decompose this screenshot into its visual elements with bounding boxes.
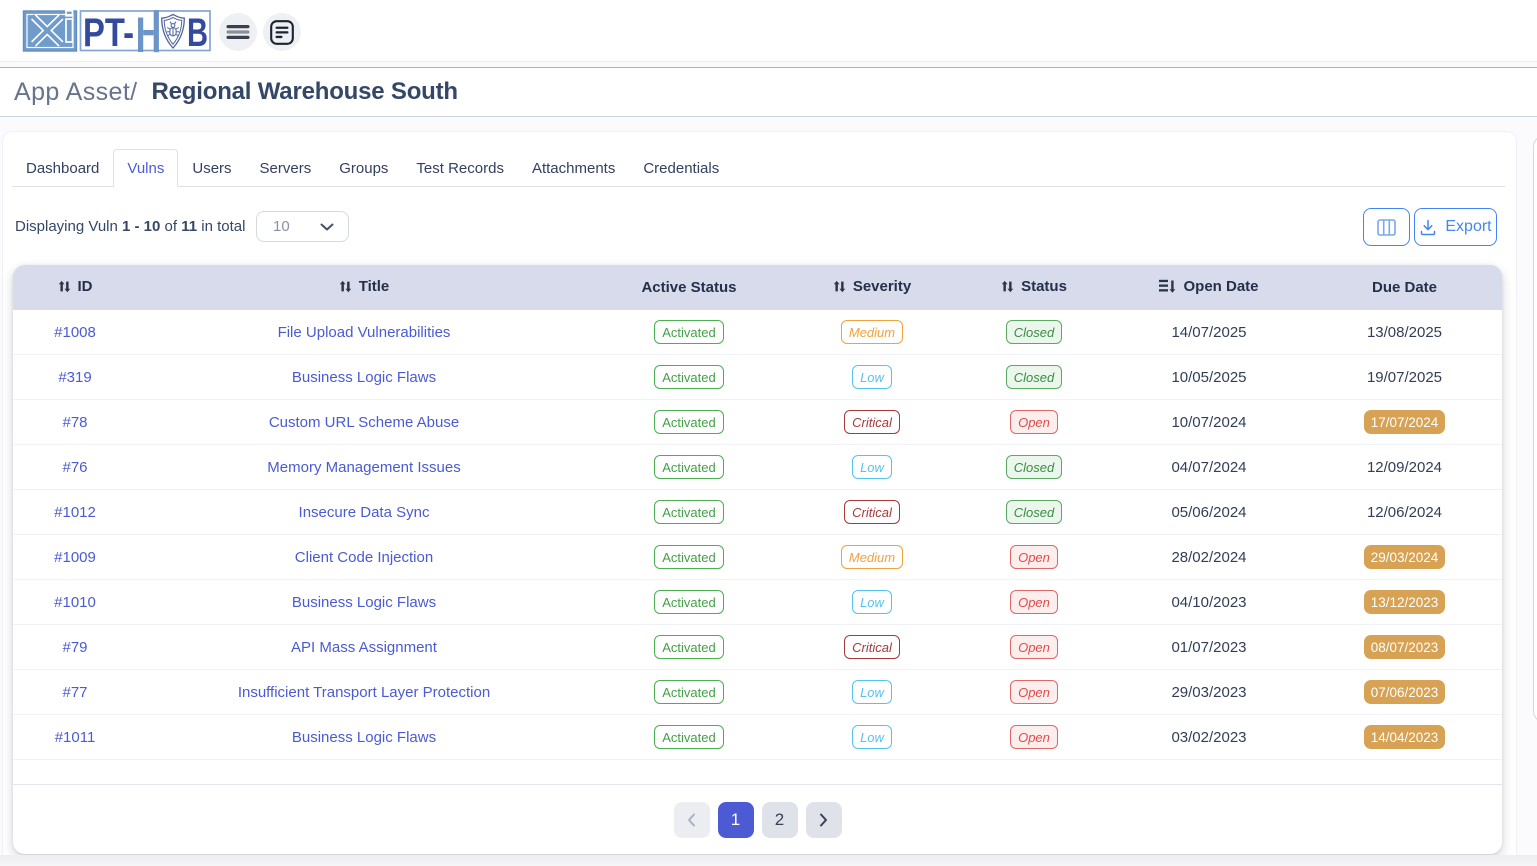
svg-text:PT-: PT- — [83, 11, 134, 55]
svg-text:B: B — [187, 11, 208, 55]
